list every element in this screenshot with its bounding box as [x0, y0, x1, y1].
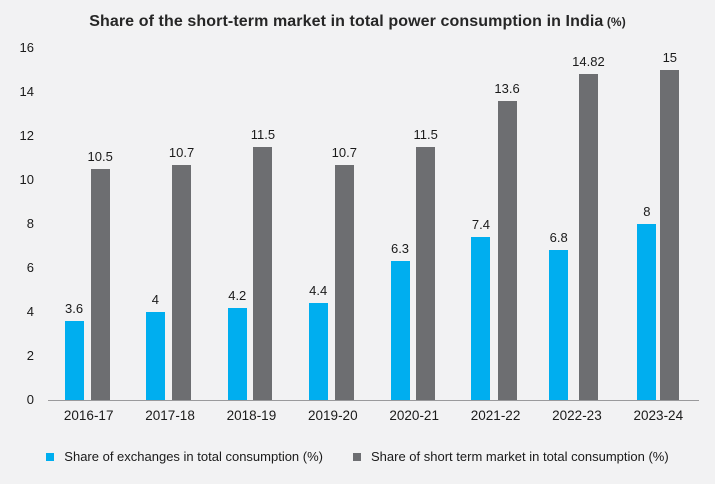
chart-title: Share of the short-term market in total … [0, 13, 715, 31]
legend-swatch-icon [46, 452, 55, 461]
bar-value-label: 14.82 [572, 53, 605, 69]
x-tick-label: 2018-19 [226, 408, 277, 423]
bar [497, 100, 517, 400]
bar-group-2023-24: 8 15 [618, 48, 699, 400]
bar [64, 320, 84, 400]
bar-group-2022-23: 6.8 14.82 [536, 48, 617, 400]
bar-col: 7.4 [471, 217, 491, 400]
x-axis-line [48, 400, 699, 401]
bar-col: 15 [660, 50, 680, 400]
bar [416, 147, 436, 400]
bar [578, 73, 598, 400]
legend-swatch-icon [353, 452, 361, 461]
bar-col: 4.2 [227, 287, 247, 400]
legend-label: Share of exchanges in total consumption … [64, 449, 323, 464]
bar-group-2016-17: 3.6 10.5 [48, 48, 129, 400]
bar-value-label: 4.4 [309, 283, 328, 299]
bar [637, 224, 657, 400]
chart-title-main: Share of the short-term market in total … [89, 13, 604, 30]
bar-value-label: 10.7 [168, 144, 195, 160]
y-tick-label: 4 [26, 304, 34, 319]
bar-value-label: 10.5 [87, 149, 113, 164]
bar-value-label: 7.4 [471, 217, 490, 233]
legend-item: Share of short term market in total cons… [353, 449, 669, 464]
bar [227, 307, 247, 400]
x-axis-labels: 2016-17 2017-18 2018-19 2019-20 2020-21 2021-… [48, 408, 699, 423]
y-tick-label: 6 [26, 260, 34, 275]
bar-col: 14.82 [572, 54, 605, 400]
bar-value-label: 11.5 [413, 127, 438, 142]
bar-value-label: 10.7 [331, 144, 357, 160]
y-tick-label: 14 [19, 84, 34, 99]
bar [308, 303, 328, 400]
x-tick-label: 2021-22 [470, 408, 521, 423]
bar-col: 4.4 [308, 283, 328, 400]
bar-groups: 3.6 10.5 4 10.7 4.2 11.5 4.4 10.7 6.3 11.5 7.4 13.6… [48, 48, 699, 400]
bar-value-label: 8 [643, 204, 651, 219]
bar-col: 3.6 [64, 300, 84, 400]
plot-area: 3.6 10.5 4 10.7 4.2 11.5 4.4 10.7 6.3 11.5 7.4 13.6… [48, 48, 699, 400]
bar-col: 6.3 [390, 241, 410, 400]
x-tick-label: 2016-17 [63, 408, 114, 423]
bar-value-label: 4.2 [228, 287, 247, 303]
bar-col: 10.5 [88, 149, 113, 400]
y-tick-label: 10 [19, 172, 34, 187]
legend: Share of exchanges in total consumption … [0, 449, 715, 464]
bar-col: 13.6 [494, 80, 520, 400]
bar-col: 6.8 [549, 230, 569, 400]
bar [660, 70, 680, 400]
y-tick-label: 2 [26, 348, 34, 363]
bar [172, 164, 192, 400]
bar-value-label: 6.3 [390, 241, 410, 257]
bar-group-2018-19: 4.2 11.5 [211, 48, 292, 400]
bar [253, 147, 273, 400]
bar [90, 169, 110, 400]
bar-value-label: 3.6 [64, 300, 84, 316]
bar-col: 10.7 [169, 145, 194, 400]
y-tick-label: 12 [19, 128, 34, 143]
bar-value-label: 11.5 [250, 127, 276, 142]
x-tick-label: 2017-18 [145, 408, 195, 423]
bar-group-2020-21: 6.3 11.5 [374, 48, 455, 400]
legend-item: Share of exchanges in total consumption … [46, 449, 323, 464]
bar-col: 11.5 [251, 127, 275, 400]
x-tick-label: 2023-24 [633, 408, 684, 423]
bar-value-label: 13.6 [494, 80, 520, 96]
x-tick-label: 2022-23 [552, 408, 602, 423]
legend-label: Share of short term market in total cons… [371, 449, 669, 464]
bar-col: 8 [637, 204, 657, 400]
bar [549, 250, 569, 400]
bar-value-label: 15 [662, 50, 678, 65]
bar-col: 10.7 [332, 145, 357, 400]
bar-group-2017-18: 4 10.7 [129, 48, 210, 400]
bar [334, 164, 354, 400]
bar-group-2021-22: 7.4 13.6 [455, 48, 536, 400]
bar [471, 237, 491, 400]
bar-group-2019-20: 4.4 10.7 [292, 48, 373, 400]
x-tick-label: 2020-21 [389, 408, 439, 423]
y-tick-label: 16 [19, 40, 34, 55]
y-tick-label: 8 [26, 216, 34, 231]
bar-value-label: 6.8 [549, 230, 568, 246]
chart-title-unit: (%) [603, 15, 626, 29]
bar-col: 4 [145, 292, 165, 400]
bar-value-label: 4 [151, 292, 160, 307]
y-tick-label: 0 [26, 392, 34, 407]
x-tick-label: 2019-20 [308, 408, 358, 423]
bar [390, 261, 410, 400]
bar [145, 312, 165, 400]
bar-col: 11.5 [414, 127, 438, 400]
